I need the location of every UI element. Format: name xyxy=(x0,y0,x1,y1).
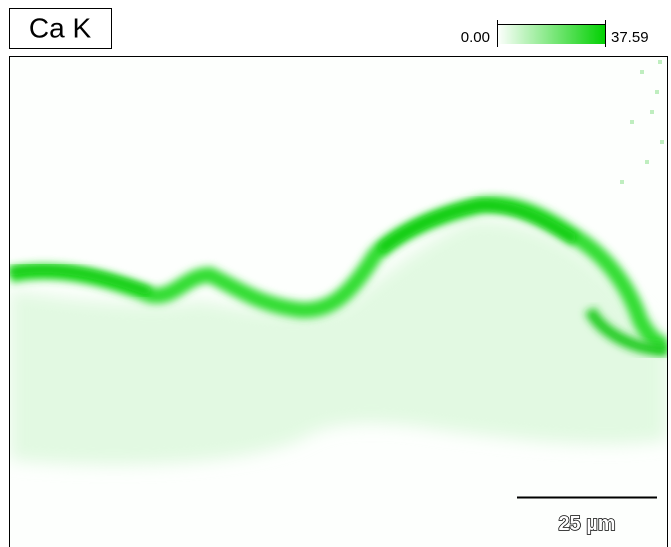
colorbar-min: 0.00 xyxy=(461,29,490,46)
label-box xyxy=(9,8,112,49)
colorbar xyxy=(497,24,606,44)
element-label: Ca K xyxy=(29,12,92,43)
scale-bar-label: 25 µm xyxy=(558,513,615,535)
element-map xyxy=(10,57,667,547)
colorbar-max: 37.59 xyxy=(611,29,649,46)
